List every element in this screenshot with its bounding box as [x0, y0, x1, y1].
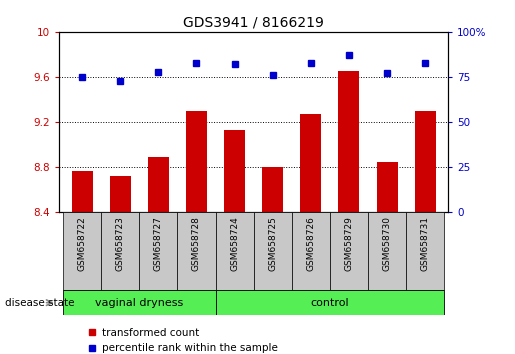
Text: GSM658724: GSM658724	[230, 216, 239, 271]
Bar	[330, 212, 368, 290]
Title: GDS3941 / 8166219: GDS3941 / 8166219	[183, 15, 324, 29]
Text: GSM658727: GSM658727	[154, 216, 163, 271]
Text: GSM658731: GSM658731	[421, 216, 430, 271]
Bar	[177, 212, 215, 290]
Bar	[406, 212, 444, 290]
Bar	[292, 212, 330, 290]
Text: GSM658726: GSM658726	[306, 216, 315, 271]
Bar	[148, 157, 169, 212]
Bar	[63, 212, 101, 290]
Text: GSM658723: GSM658723	[116, 216, 125, 271]
Bar	[186, 111, 207, 212]
Bar	[253, 212, 292, 290]
Text: GSM658722: GSM658722	[78, 216, 87, 271]
Bar	[376, 162, 398, 212]
Text: GSM658728: GSM658728	[192, 216, 201, 271]
Bar	[110, 176, 131, 212]
Text: control: control	[311, 298, 349, 308]
Legend: transformed count, percentile rank within the sample: transformed count, percentile rank withi…	[84, 324, 282, 354]
Text: GSM658725: GSM658725	[268, 216, 277, 271]
Bar	[101, 212, 139, 290]
Bar	[63, 290, 215, 315]
Text: GSM658729: GSM658729	[345, 216, 353, 271]
Bar	[262, 167, 283, 212]
Bar	[300, 114, 321, 212]
Text: vaginal dryness: vaginal dryness	[95, 298, 183, 308]
Bar	[224, 130, 245, 212]
Bar	[368, 212, 406, 290]
Bar	[215, 290, 444, 315]
Text: disease state: disease state	[5, 298, 75, 308]
Bar	[139, 212, 177, 290]
Bar	[338, 72, 359, 212]
Bar	[415, 111, 436, 212]
Text: GSM658730: GSM658730	[383, 216, 391, 271]
Bar	[215, 212, 253, 290]
Bar	[72, 171, 93, 212]
